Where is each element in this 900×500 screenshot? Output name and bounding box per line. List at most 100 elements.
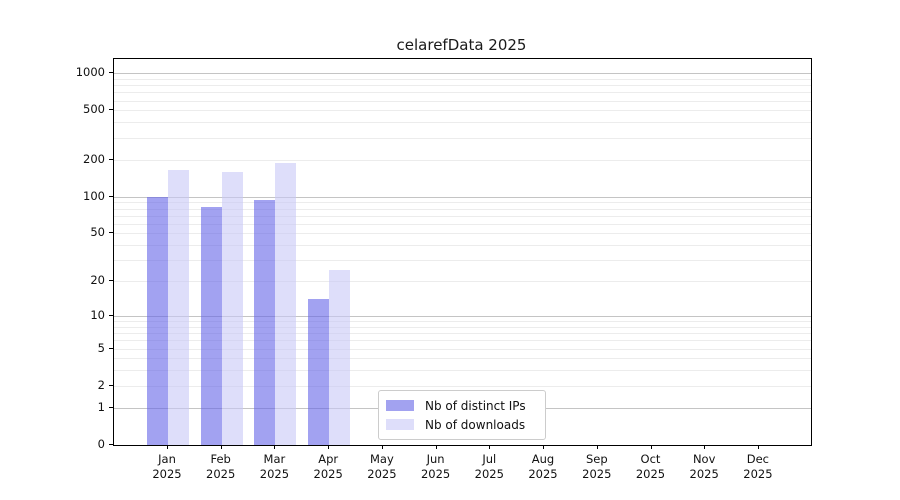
legend-swatch-distinct-ips xyxy=(386,400,414,411)
gridline-minor xyxy=(114,92,811,94)
x-tick-label: Jan 2025 xyxy=(137,452,197,482)
y-tick-mark xyxy=(109,195,113,197)
x-tick-label: Feb 2025 xyxy=(191,452,251,482)
chart-title: celarefData 2025 xyxy=(396,36,527,54)
gridline-minor xyxy=(114,326,811,328)
x-tick-label: Jul 2025 xyxy=(459,452,519,482)
x-tick-mark xyxy=(704,445,706,449)
x-tick-label: Sep 2025 xyxy=(567,452,627,482)
gridline-minor xyxy=(114,78,811,80)
bar-distinct-ips xyxy=(147,196,168,445)
x-tick-label: Nov 2025 xyxy=(674,452,734,482)
x-tick-year: 2025 xyxy=(420,467,451,481)
x-tick-year: 2025 xyxy=(635,467,666,481)
y-tick-label: 5 xyxy=(97,340,105,355)
plot-area xyxy=(113,58,812,446)
y-tick-mark xyxy=(109,347,113,349)
gridline-major xyxy=(114,196,811,198)
x-tick-mark xyxy=(757,445,759,449)
y-tick-mark xyxy=(109,384,113,386)
x-tick-year: 2025 xyxy=(582,467,612,481)
bar-distinct-ips xyxy=(200,206,222,445)
x-tick-mark xyxy=(543,445,544,449)
x-tick-year: 2025 xyxy=(367,467,397,481)
x-tick-mark xyxy=(596,445,598,449)
x-tick-year: 2025 xyxy=(689,467,719,481)
y-tick-mark xyxy=(109,444,113,445)
bar-downloads xyxy=(329,269,351,445)
y-tick-mark xyxy=(109,406,113,408)
y-tick-label: 1 xyxy=(97,399,105,414)
gridline-major xyxy=(114,159,811,161)
x-tick-year: 2025 xyxy=(474,467,504,481)
y-tick-label: 50 xyxy=(90,225,105,240)
gridline-minor xyxy=(114,223,811,225)
legend-item-downloads: Nb of downloads xyxy=(386,418,537,432)
bar-downloads xyxy=(275,163,297,445)
x-tick-label: Mar 2025 xyxy=(244,452,304,482)
y-tick-label: 0 xyxy=(97,437,105,451)
gridline-major xyxy=(114,73,811,75)
gridline-minor xyxy=(114,122,811,124)
legend-swatch-downloads xyxy=(386,419,414,430)
gridline-minor xyxy=(114,85,811,87)
gridline-major xyxy=(114,281,811,283)
gridline-minor xyxy=(114,260,811,262)
x-tick-mark xyxy=(328,445,330,449)
bar-distinct-ips xyxy=(308,299,330,445)
x-tick-label: Dec 2025 xyxy=(728,452,788,482)
x-tick-mark xyxy=(489,445,491,449)
legend-label-distinct-ips: Nb of distinct IPs xyxy=(425,398,526,413)
x-tick-year: 2025 xyxy=(528,467,558,481)
x-tick-label: May 2025 xyxy=(352,452,412,482)
y-tick-mark xyxy=(109,72,113,74)
x-tick-mark xyxy=(167,445,168,449)
gridline-minor xyxy=(114,202,811,204)
gridline-minor xyxy=(114,208,811,210)
x-tick-year: 2025 xyxy=(206,467,236,481)
gridline-major xyxy=(114,385,811,387)
gridline-minor xyxy=(114,137,811,139)
gridline-major xyxy=(114,315,811,317)
gridline-major xyxy=(114,233,811,235)
gridline-minor xyxy=(114,358,811,360)
y-tick-label: 200 xyxy=(83,151,105,166)
x-tick-year: 2025 xyxy=(152,467,182,481)
x-tick-year: 2025 xyxy=(313,467,343,481)
x-tick-year: 2025 xyxy=(743,467,773,481)
y-tick-label: 100 xyxy=(83,188,105,203)
y-tick-label: 500 xyxy=(83,102,105,117)
y-tick-label: 2 xyxy=(97,377,105,392)
y-tick-mark xyxy=(109,314,113,316)
x-tick-mark xyxy=(381,445,383,449)
bar-distinct-ips xyxy=(254,199,276,445)
x-tick-mark xyxy=(435,445,437,449)
legend-item-distinct-ips: Nb of distinct IPs xyxy=(386,399,537,413)
x-tick-label: Jun 2025 xyxy=(406,452,466,482)
gridline-minor xyxy=(114,340,811,342)
y-tick-mark xyxy=(109,232,113,234)
gridline-major xyxy=(114,348,811,350)
y-tick-label: 1000 xyxy=(75,65,105,80)
y-tick-mark xyxy=(109,158,113,160)
gridline-minor xyxy=(114,245,811,247)
y-tick-mark xyxy=(109,109,113,111)
bar-downloads xyxy=(221,171,243,445)
x-tick-label: Apr 2025 xyxy=(298,452,358,482)
gridline-minor xyxy=(114,333,811,335)
x-tick-mark xyxy=(220,445,222,449)
x-tick-mark xyxy=(274,445,276,449)
gridline-major xyxy=(114,110,811,112)
x-tick-label: Aug 2025 xyxy=(513,452,573,482)
x-tick-mark xyxy=(650,445,652,449)
gridline-minor xyxy=(114,100,811,102)
legend: Nb of distinct IPs Nb of downloads xyxy=(378,390,546,440)
gridline-minor xyxy=(114,370,811,372)
x-tick-label: Oct 2025 xyxy=(621,452,681,482)
y-tick-mark xyxy=(109,280,113,282)
legend-label-downloads: Nb of downloads xyxy=(425,417,526,432)
gridline-minor xyxy=(114,215,811,217)
y-tick-label: 10 xyxy=(90,307,105,322)
y-tick-label: 20 xyxy=(90,273,105,288)
